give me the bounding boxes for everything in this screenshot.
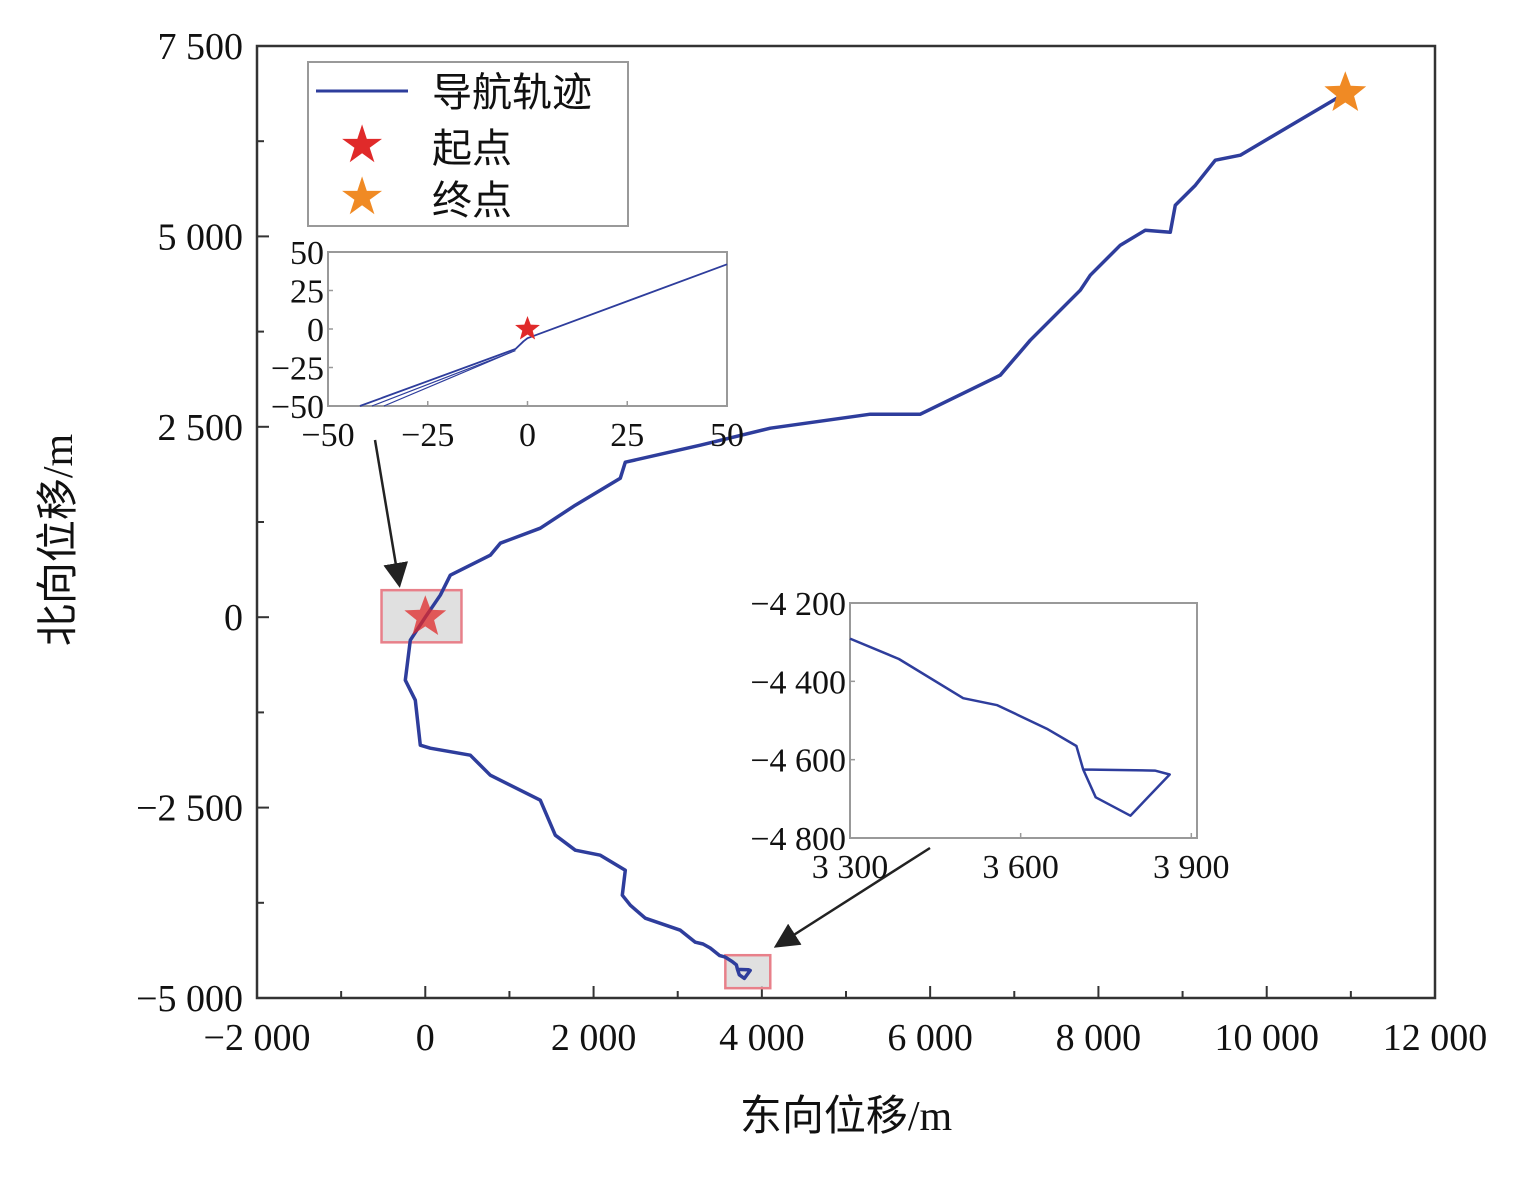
inset-start-track-line [383, 351, 512, 407]
x-axis-label: 东向位移/m [740, 1093, 953, 1140]
x-tick-label: 8 000 [1056, 1017, 1142, 1059]
y-tick-label: 2 500 [158, 407, 244, 449]
x-tick-label: 4 000 [719, 1017, 805, 1059]
inset-end-frame [849, 602, 1198, 839]
inset-end-x-tick-label: 3 900 [1153, 849, 1230, 886]
legend: 导航轨迹 ★ 起点 ★ 终点 [307, 61, 629, 227]
x-tick-label: −2 000 [204, 1017, 311, 1059]
inset-end-y-tick-label: −4 600 [750, 743, 846, 780]
legend-end-star-icon: ★ [339, 169, 386, 226]
legend-track-label: 导航轨迹 [432, 70, 592, 115]
inset-end-y-tick-label: −4 800 [750, 821, 846, 858]
y-axis-label: 北向位移/m [35, 434, 82, 647]
x-tick-label: 6 000 [887, 1017, 973, 1059]
x-tick-label: 2 000 [551, 1017, 637, 1059]
zoom-arrow [773, 846, 931, 948]
inset-start-y-tick-label: 0 [307, 312, 324, 349]
legend-end-label: 终点 [432, 178, 512, 223]
inset-start-x-tick-label: 0 [519, 417, 536, 454]
x-tick-label: 0 [416, 1017, 435, 1059]
start-point-marker [404, 595, 447, 635]
track-line [403, 91, 1347, 981]
inset-start-y-tick-label: 50 [290, 235, 324, 272]
inset-start-track-line [359, 263, 728, 407]
y-tick-label: 0 [224, 597, 243, 639]
inset-end-track-line [849, 637, 1171, 817]
inset-start-track-line [371, 350, 516, 407]
inset-start-y-tick-label: 25 [290, 274, 324, 311]
x-tick-label: 12 000 [1383, 1017, 1488, 1059]
y-tick-label: 5 000 [158, 216, 244, 258]
inset-end-x-tick-label: 3 300 [812, 849, 889, 886]
inset-start-x-tick-label: 25 [610, 417, 644, 454]
zoom-arrow [373, 439, 409, 588]
end-point-marker [1324, 71, 1367, 111]
inset-end-x-tick-label: 3 600 [982, 849, 1059, 886]
inset-start-x-tick-label: 50 [710, 417, 744, 454]
inset-start-y-tick-label: −50 [271, 389, 324, 426]
legend-start-star-icon: ★ [339, 117, 386, 174]
inset-start-y-tick-label: −25 [271, 351, 324, 388]
inset-end-y-tick-label: −4 400 [750, 664, 846, 701]
y-tick-label: 7 500 [158, 26, 244, 68]
inset-end-y-tick-label: −4 200 [750, 586, 846, 623]
y-tick-label: −5 000 [136, 978, 243, 1020]
inset-start-x-tick-label: −25 [401, 417, 454, 454]
inset-start-start-marker [515, 316, 540, 340]
inset-start-x-tick-label: −50 [301, 417, 354, 454]
x-tick-label: 10 000 [1214, 1017, 1319, 1059]
legend-start-label: 起点 [432, 126, 512, 171]
y-tick-label: −2 500 [136, 788, 243, 830]
